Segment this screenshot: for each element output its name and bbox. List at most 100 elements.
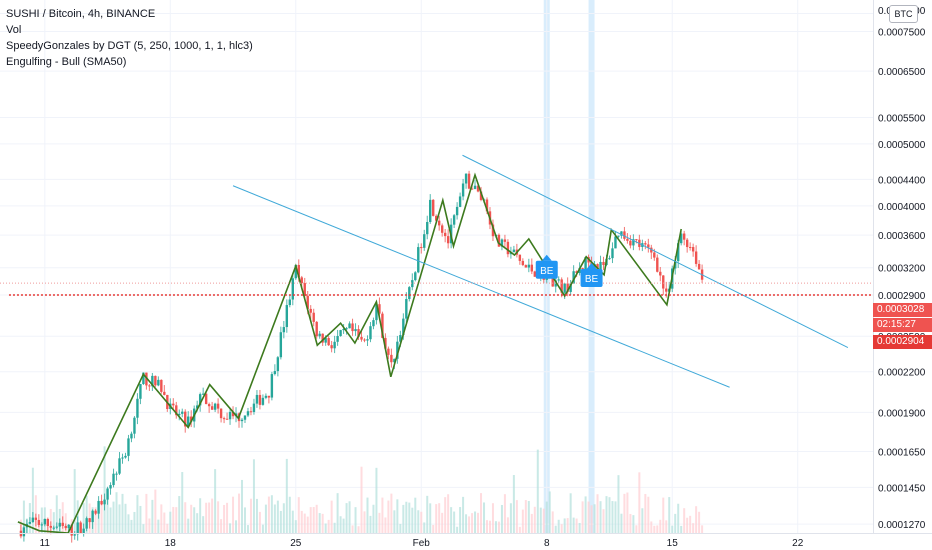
volume-bar-187 [578, 523, 581, 533]
candle-body-113 [357, 329, 360, 337]
price-axis[interactable]: 0.0001270 0.0001450 0.0001650 0.0001900 0.00… [878, 6, 926, 531]
candle-body-220 [677, 243, 680, 262]
volume-bar-121 [381, 497, 384, 533]
candle-body-40 [139, 384, 142, 399]
volume-bar-111 [351, 525, 354, 533]
candle-body-206 [635, 239, 638, 241]
volume-bar-36 [127, 514, 130, 533]
candle-body-119 [375, 304, 378, 321]
candle-body-54 [181, 411, 184, 414]
volume-bar-27 [100, 502, 103, 533]
volume-bar-109 [345, 503, 348, 533]
candle-body-214 [659, 271, 662, 276]
price-tick-label-12: 0.0005500 [878, 113, 926, 124]
volume-bar-150 [468, 516, 471, 533]
candle-body-43 [148, 385, 151, 387]
volume-bar-147 [459, 507, 462, 533]
candle-body-11 [52, 527, 55, 529]
volume-bar-90 [288, 496, 291, 533]
candle-body-147 [458, 196, 462, 207]
signal-arrow-0 [541, 254, 552, 261]
candle-body-158 [491, 224, 495, 237]
candle-body-153 [476, 185, 480, 192]
volume-bar-91 [291, 510, 294, 533]
candle-body-77 [249, 411, 253, 413]
candle-body-180 [557, 279, 560, 281]
signal-text-0: BE [540, 266, 554, 277]
volume-bar-77 [249, 498, 252, 533]
candle-body-194 [599, 261, 602, 272]
volume-bar-99 [315, 504, 318, 533]
candle-body-95 [303, 283, 306, 296]
candle-body-45 [154, 375, 157, 386]
candle-body-111 [351, 323, 354, 332]
volume-bar-43 [148, 518, 151, 533]
candle-body-36 [127, 438, 130, 456]
legend-speedygonzales[interactable]: SpeedyGonzales by DGT (5, 250, 1000, 1, … [6, 40, 253, 52]
price-level [0, 282, 873, 296]
volume-bar-21 [82, 502, 85, 533]
volume-bar-112 [354, 507, 357, 533]
candle-body-7 [40, 524, 44, 526]
time-axis[interactable]: 11 18 25 Feb 8 15 22 [40, 538, 804, 549]
candle-body-94 [300, 277, 303, 284]
candle-body-221 [679, 233, 683, 244]
candle-body-31 [112, 473, 115, 486]
volume-bar-1 [22, 500, 25, 533]
volume-bar-135 [423, 522, 426, 533]
volume-bar-52 [175, 507, 178, 533]
volume-bar-6 [37, 521, 40, 533]
candle-body-84 [270, 374, 274, 398]
candle-body-187 [578, 268, 581, 274]
volume-bar-117 [369, 515, 372, 533]
volume-bar-82 [264, 504, 267, 533]
candle-body-21 [82, 528, 85, 534]
signal-label-1: BE [580, 262, 603, 287]
candle-body-6 [37, 519, 41, 525]
volume-bar-160 [497, 521, 500, 533]
price-tick-label-13: 0.0006500 [878, 67, 926, 78]
candle-body-167 [518, 254, 522, 261]
currency-button[interactable]: BTC [889, 5, 918, 23]
candle-body-203 [626, 238, 629, 241]
volume-bar-154 [480, 493, 483, 533]
candle-body-151 [470, 188, 474, 190]
candle-body-205 [632, 239, 635, 246]
volume-bar-204 [629, 513, 632, 533]
candle-body-168 [521, 260, 525, 266]
candle-body-15 [64, 525, 67, 529]
volume-bar-188 [581, 501, 584, 533]
volume-bar-68 [223, 504, 226, 533]
volume-bar-71 [232, 496, 235, 533]
candle-body-215 [662, 275, 665, 289]
volume-bar-37 [130, 519, 133, 533]
candle-body-198 [611, 248, 614, 259]
volume-bar-197 [608, 497, 611, 533]
legend-engulfing[interactable]: Engulfing - Bull (SMA50) [6, 56, 127, 68]
candle-body-100 [318, 333, 321, 337]
candle-body-178 [551, 272, 554, 287]
signal-text-1: BE [585, 274, 599, 285]
legend-volume[interactable]: Vol [6, 24, 22, 36]
level-price-tag: 0.0002904 [873, 335, 932, 349]
volume-bar-49 [166, 523, 169, 533]
candle-body-139 [435, 215, 438, 221]
candle-body-57 [190, 416, 193, 422]
candle-body-146 [455, 206, 459, 216]
volume-bar-206 [635, 525, 638, 533]
candle-body-69 [225, 418, 229, 420]
price-tick-label-7: 0.0003200 [878, 264, 926, 275]
volume-bar-208 [641, 508, 644, 533]
candle-body-37 [130, 433, 133, 439]
volume-bar-217 [668, 497, 671, 533]
volume-bar-42 [145, 493, 148, 533]
candle-body-124 [390, 354, 393, 363]
volume-bar-123 [387, 500, 390, 533]
candle-body-9 [46, 518, 50, 526]
candle-body-138 [432, 199, 435, 216]
volume-bar-196 [605, 496, 608, 533]
volume-bar-72 [235, 520, 238, 533]
volume-bar-110 [348, 501, 351, 533]
price-tick-label-2: 0.0001650 [878, 448, 926, 459]
